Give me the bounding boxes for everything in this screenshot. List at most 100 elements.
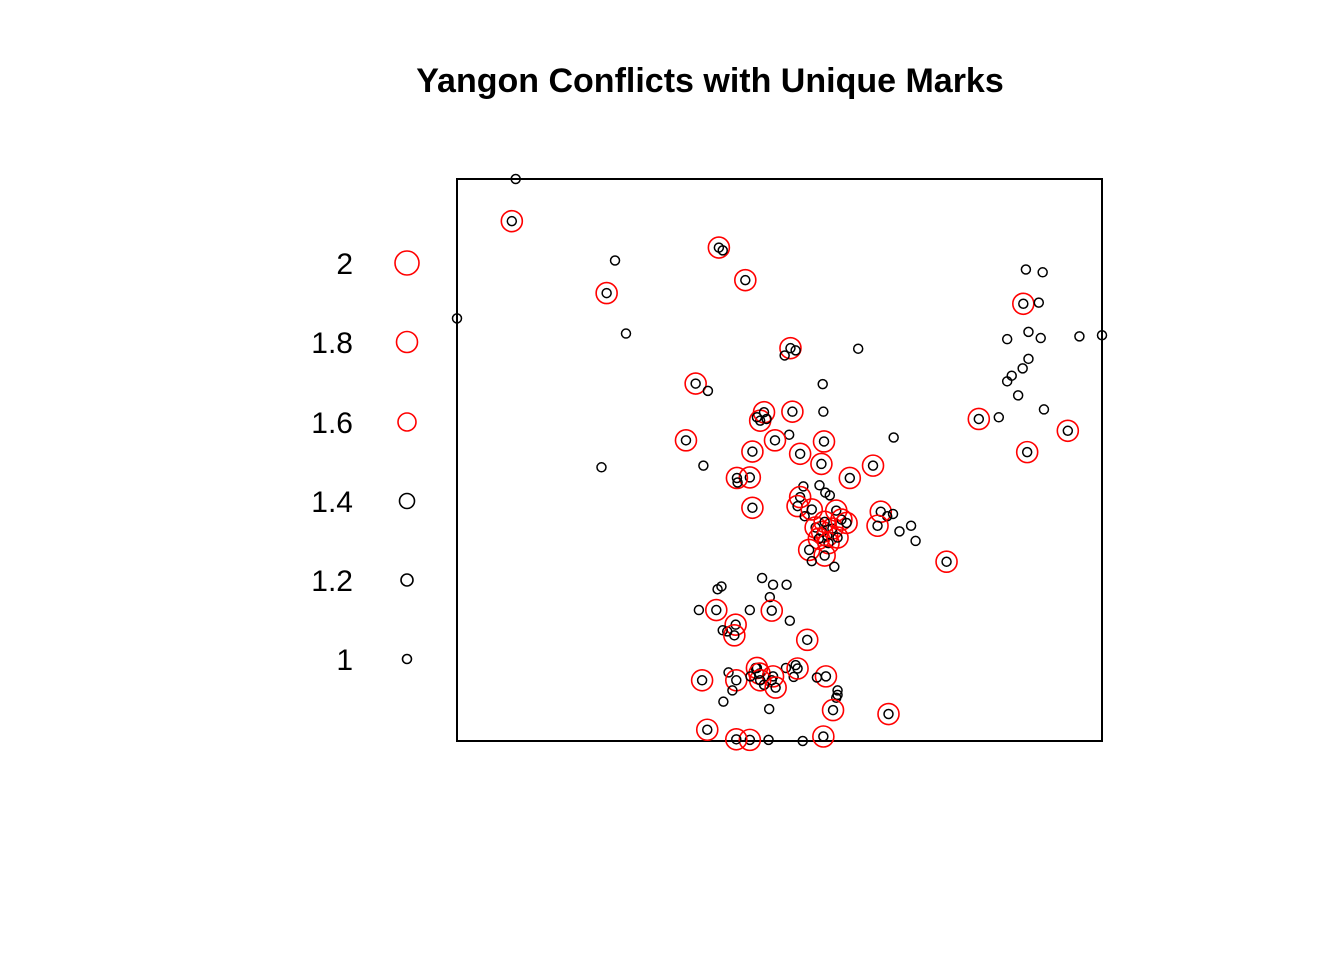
data-point <box>844 472 856 484</box>
data-point <box>803 544 815 556</box>
data-point <box>790 345 801 356</box>
data-point <box>766 605 778 616</box>
data-point-mark <box>695 718 719 742</box>
data-point <box>819 550 830 561</box>
data-point <box>754 415 766 426</box>
data-point <box>784 615 796 626</box>
data-point <box>702 385 714 397</box>
data-point <box>1012 390 1024 401</box>
data-point-mark <box>812 725 835 748</box>
data-point <box>1017 363 1028 374</box>
data-point-mark <box>707 236 731 259</box>
data-point <box>1020 264 1032 275</box>
legend-symbol <box>400 573 414 587</box>
data-point-mark <box>690 669 714 692</box>
data-point <box>794 448 806 460</box>
data-point <box>872 520 883 532</box>
data-point <box>780 662 792 674</box>
data-point-mark <box>684 372 707 395</box>
legend-symbol <box>395 330 419 354</box>
data-point <box>973 413 985 425</box>
data-point-mark <box>861 454 885 477</box>
data-point <box>1001 333 1013 345</box>
data-point-mark <box>734 268 757 292</box>
data-point-mark <box>795 628 819 652</box>
data-point <box>806 504 817 515</box>
data-point <box>601 287 612 299</box>
legend-symbol <box>398 492 416 510</box>
data-point-mark <box>741 496 764 520</box>
data-point <box>781 579 792 591</box>
plot-frame <box>456 178 1103 742</box>
data-point <box>1001 376 1013 387</box>
data-point <box>888 432 899 443</box>
data-point <box>717 625 728 636</box>
data-point <box>731 472 743 484</box>
data-point-mark <box>786 657 809 680</box>
data-point <box>732 477 743 488</box>
data-point-mark <box>838 466 862 490</box>
data-point <box>727 685 738 696</box>
data-point <box>758 679 770 691</box>
data-point-mark <box>812 430 836 453</box>
data-point <box>751 412 763 423</box>
data-point <box>702 724 713 736</box>
data-point-mark <box>738 728 762 752</box>
data-point <box>1035 332 1046 344</box>
data-point-mark <box>724 728 748 751</box>
data-point-mark <box>835 511 858 535</box>
data-point <box>820 671 832 682</box>
data-point <box>747 446 758 457</box>
data-point <box>818 731 829 742</box>
data-point <box>831 692 842 703</box>
data-point <box>698 460 709 471</box>
points-layer <box>451 173 1108 752</box>
data-point <box>797 735 808 747</box>
data-point-mark <box>788 442 812 466</box>
data-point <box>817 378 828 390</box>
data-point <box>747 502 758 514</box>
data-point <box>827 704 839 716</box>
legend-label: 1.6 <box>311 407 353 440</box>
data-point <box>744 472 756 483</box>
data-point-mark <box>814 665 838 688</box>
data-point <box>729 630 740 641</box>
data-point-mark <box>788 485 812 509</box>
data-point-mark <box>1056 419 1080 443</box>
legend-label: 1.2 <box>311 565 353 598</box>
data-point-mark <box>725 466 749 490</box>
data-point <box>718 696 729 707</box>
data-point <box>824 490 836 501</box>
data-point <box>941 556 952 567</box>
data-point-mark <box>724 613 747 636</box>
data-point <box>852 343 864 354</box>
data-point <box>1037 267 1048 278</box>
data-point <box>1023 326 1034 338</box>
data-point <box>620 328 632 339</box>
data-point <box>814 480 825 491</box>
data-point-mark <box>810 452 833 476</box>
data-point-mark <box>1012 292 1035 316</box>
data-point <box>1062 425 1074 437</box>
data-point-mark <box>781 400 804 423</box>
data-point-mark <box>704 598 728 622</box>
data-point <box>819 516 830 528</box>
data-point <box>744 604 756 616</box>
data-point <box>829 561 840 573</box>
data-point-mark <box>760 599 784 622</box>
data-point-mark <box>935 550 958 574</box>
data-point <box>823 537 834 549</box>
data-point <box>764 591 776 603</box>
data-point-mark <box>500 209 524 233</box>
data-point <box>690 378 701 389</box>
data-point <box>818 436 830 447</box>
data-point <box>451 313 463 324</box>
data-point <box>756 572 768 584</box>
data-point-mark <box>741 440 764 463</box>
data-point <box>887 508 899 520</box>
data-point-mark <box>764 676 787 699</box>
data-point <box>883 708 894 720</box>
data-point <box>787 406 798 417</box>
